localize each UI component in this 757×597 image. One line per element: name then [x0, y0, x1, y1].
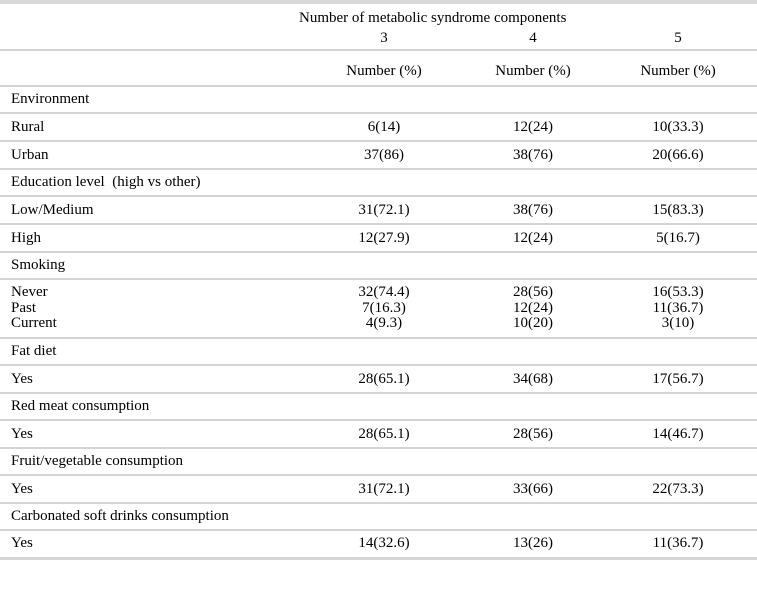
section-header-education-level: Education level (high vs other): [0, 168, 757, 196]
row-label-red-meat-yes: Yes: [0, 419, 308, 448]
section-header-row: Education level (high vs other): [0, 168, 757, 196]
row-label-low-medium: Low/Medium: [0, 195, 308, 224]
subheader-row: Number (%) Number (%) Number (%): [0, 49, 757, 86]
cell-low-medium-col5: 15(83.3): [606, 195, 757, 224]
table-row: Yes 31(72.1) 33(66) 22(73.3): [0, 474, 757, 503]
section-header-fat-diet: Fat diet: [0, 337, 757, 365]
table-row: High 12(27.9) 12(24) 5(16.7): [0, 223, 757, 252]
section-header-fruit-vegetable: Fruit/vegetable consumption: [0, 447, 757, 475]
row-label-urban: Urban: [0, 140, 308, 169]
section-header-row: Environment: [0, 85, 757, 113]
empty-corner-cell: [0, 2, 308, 28]
cell-high-col3: 12(27.9): [308, 223, 460, 252]
cell-urban-col5: 20(66.6): [606, 140, 757, 169]
column-header-5: 5: [674, 30, 682, 46]
section-header-row: Smoking: [0, 251, 757, 279]
row-label-fat-diet-yes: Yes: [0, 364, 308, 393]
cell-fat-diet-yes-col4: 34(68): [460, 364, 606, 393]
column-header-row: 3 4 5: [0, 28, 757, 50]
row-label-never-past-current: Never Past Current: [0, 278, 308, 338]
cell-red-meat-yes-col5: 14(46.7): [606, 419, 757, 448]
table-row: Yes 28(65.1) 28(56) 14(46.7): [0, 419, 757, 448]
column-header-3: 3: [380, 30, 388, 46]
subheader-number-pct-col3: Number (%): [308, 49, 460, 86]
row-label-rural: Rural: [0, 112, 308, 141]
section-header-carbonated-drinks: Carbonated soft drinks consumption: [0, 502, 757, 530]
section-header-red-meat: Red meat consumption: [0, 392, 757, 420]
cell-fruit-vegetable-yes-col5: 22(73.3): [606, 474, 757, 503]
section-header-row: Carbonated soft drinks consumption: [0, 502, 757, 530]
table-row: Low/Medium 31(72.1) 38(76) 15(83.3): [0, 195, 757, 224]
cell-rural-col4: 12(24): [460, 112, 606, 141]
table-row: Yes 28(65.1) 34(68) 17(56.7): [0, 364, 757, 393]
table-row: Yes 14(32.6) 13(26) 11(36.7): [0, 529, 757, 558]
table-title: Number of metabolic syndrome components: [299, 9, 567, 26]
subheader-number-pct-col4: Number (%): [460, 49, 606, 86]
cell-red-meat-yes-col3: 28(65.1): [308, 419, 460, 448]
section-header-environment: Environment: [0, 85, 757, 113]
cell-fruit-vegetable-yes-col3: 31(72.1): [308, 474, 460, 503]
cell-smoking-col5: 16(53.3) 11(36.7) 3(10): [606, 278, 757, 338]
row-label-carbonated-yes: Yes: [0, 529, 308, 558]
cell-rural-col3: 6(14): [308, 112, 460, 141]
section-header-row: Fat diet: [0, 337, 757, 365]
cell-fat-diet-yes-col5: 17(56.7): [606, 364, 757, 393]
section-header-row: Fruit/vegetable consumption: [0, 447, 757, 475]
subheader-number-pct-col5: Number (%): [606, 49, 757, 86]
table-row: Rural 6(14) 12(24) 10(33.3): [0, 112, 757, 141]
column-header-4: 4: [529, 30, 537, 46]
table-row: Urban 37(86) 38(76) 20(66.6): [0, 140, 757, 169]
cell-red-meat-yes-col4: 28(56): [460, 419, 606, 448]
section-header-row: Red meat consumption: [0, 392, 757, 420]
cell-fruit-vegetable-yes-col4: 33(66): [460, 474, 606, 503]
row-label-fruit-vegetable-yes: Yes: [0, 474, 308, 503]
cell-urban-col3: 37(86): [308, 140, 460, 169]
cell-carbonated-yes-col3: 14(32.6): [308, 529, 460, 558]
cell-fat-diet-yes-col3: 28(65.1): [308, 364, 460, 393]
cell-carbonated-yes-col5: 11(36.7): [606, 529, 757, 558]
cell-carbonated-yes-col4: 13(26): [460, 529, 606, 558]
metabolic-syndrome-components-table: Number of metabolic syndrome components …: [0, 0, 757, 560]
cell-low-medium-col4: 38(76): [460, 195, 606, 224]
cell-rural-col5: 10(33.3): [606, 112, 757, 141]
section-header-smoking: Smoking: [0, 251, 757, 279]
table-title-row: Number of metabolic syndrome components: [0, 2, 757, 28]
cell-high-col4: 12(24): [460, 223, 606, 252]
empty-cell: [0, 49, 308, 86]
empty-cell: [0, 28, 308, 50]
cell-urban-col4: 38(76): [460, 140, 606, 169]
table-row-smoking-group: Never Past Current 32(74.4) 7(16.3) 4(9.…: [0, 278, 757, 338]
row-label-high: High: [0, 223, 308, 252]
cell-smoking-col3: 32(74.4) 7(16.3) 4(9.3): [308, 278, 460, 338]
cell-high-col5: 5(16.7): [606, 223, 757, 252]
cell-smoking-col4: 28(56) 12(24) 10(20): [460, 278, 606, 338]
cell-low-medium-col3: 31(72.1): [308, 195, 460, 224]
